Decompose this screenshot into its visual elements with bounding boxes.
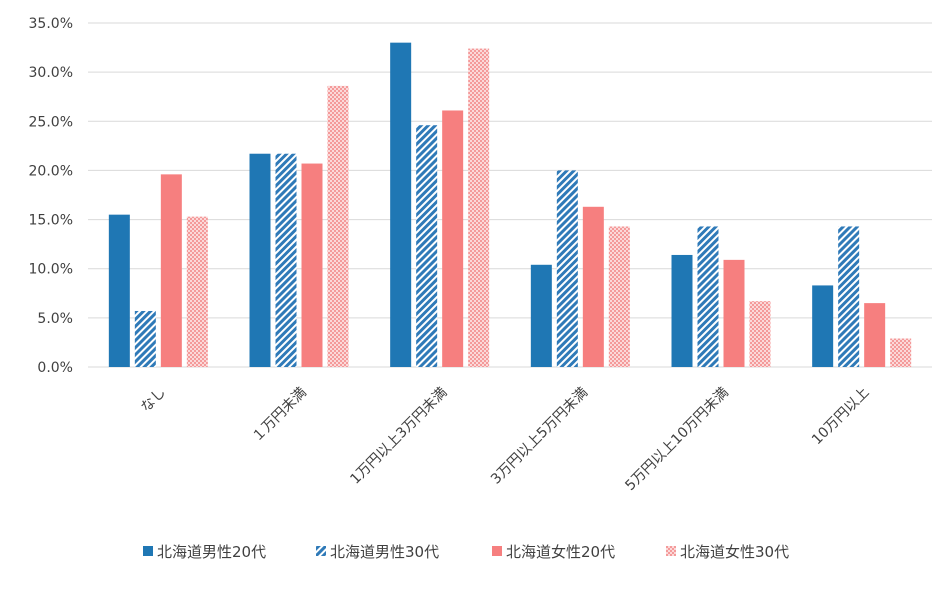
bar-4-1 bbox=[186, 216, 208, 367]
y-axis-ticks: 0.0% 5.0% 10.0% 15.0% 20.0% 25.0% 30.0% 35.0% bbox=[29, 16, 73, 376]
y-tick-label: 0.0% bbox=[37, 360, 73, 376]
bars bbox=[108, 42, 912, 368]
y-tick-label: 20.0% bbox=[29, 163, 73, 179]
bar-1-4 bbox=[530, 264, 552, 367]
legend-swatch bbox=[143, 546, 153, 556]
bar-1-5 bbox=[671, 254, 693, 367]
x-axis-categories: なし １万円未満 1万円以上3万円未満 3万円以上5万円未満 5万円以上10万円未満 10… bbox=[138, 385, 872, 494]
bar-1-1 bbox=[108, 214, 130, 367]
y-tick-label: 10.0% bbox=[29, 262, 73, 278]
bar-3-5 bbox=[723, 259, 745, 367]
y-tick-label: 35.0% bbox=[29, 16, 73, 32]
bar-3-1 bbox=[160, 174, 182, 367]
bar-2-1 bbox=[134, 310, 156, 367]
legend: 北海道男性20代 北海道男性30代 北海道女性20代 北海道女性30代 bbox=[143, 543, 789, 561]
legend-swatch bbox=[666, 546, 676, 556]
bar-2-2 bbox=[275, 153, 297, 367]
legend-label: 北海道女性30代 bbox=[680, 543, 789, 561]
y-tick-label: 5.0% bbox=[37, 311, 73, 327]
legend-swatch bbox=[316, 546, 326, 556]
legend-label: 北海道男性20代 bbox=[157, 543, 266, 561]
legend-swatch bbox=[492, 546, 502, 556]
y-tick-label: 25.0% bbox=[29, 114, 73, 130]
legend-label: 北海道女性20代 bbox=[506, 543, 615, 561]
bar-3-3 bbox=[442, 110, 464, 367]
y-tick-label: 30.0% bbox=[29, 65, 73, 81]
legend-label: 北海道男性30代 bbox=[330, 543, 439, 561]
gridlines bbox=[88, 22, 932, 368]
bar-1-3 bbox=[390, 42, 412, 368]
x-category-label: なし bbox=[138, 385, 169, 416]
bar-2-6 bbox=[838, 226, 860, 367]
bar-3-2 bbox=[301, 163, 323, 367]
x-category-label: 3万円以上5万円未満 bbox=[488, 385, 591, 488]
bar-4-2 bbox=[327, 85, 349, 367]
bar-4-6 bbox=[890, 338, 912, 367]
bar-3-6 bbox=[864, 303, 886, 367]
bar-4-4 bbox=[608, 226, 630, 367]
x-category-label: 5万円以上10万円未満 bbox=[622, 385, 731, 494]
bar-4-3 bbox=[468, 48, 490, 367]
bar-2-4 bbox=[556, 170, 578, 367]
bar-3-4 bbox=[582, 206, 604, 367]
bar-4-5 bbox=[749, 301, 771, 367]
x-category-label: 10万円以上 bbox=[809, 385, 873, 449]
bar-1-2 bbox=[249, 153, 271, 367]
bar-2-5 bbox=[697, 226, 719, 367]
y-tick-label: 15.0% bbox=[29, 213, 73, 229]
x-category-label: １万円未満 bbox=[249, 385, 310, 446]
bar-2-3 bbox=[416, 125, 438, 368]
x-category-label: 1万円以上3万円未満 bbox=[347, 385, 450, 488]
bar-1-6 bbox=[812, 285, 834, 367]
